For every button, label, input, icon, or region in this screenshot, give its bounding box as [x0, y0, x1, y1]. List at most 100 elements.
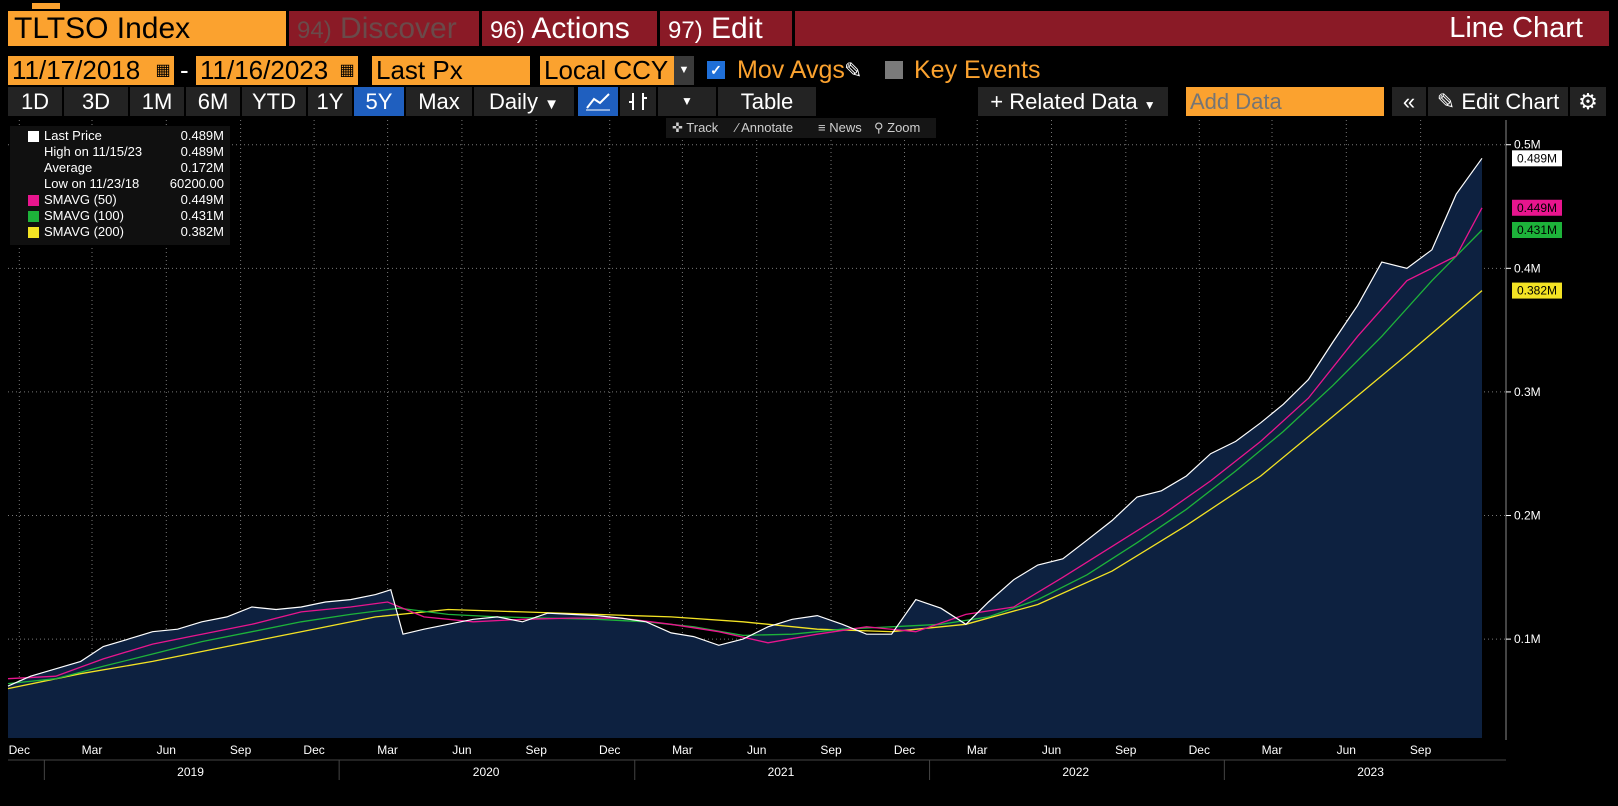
annotate-tool[interactable]: ∕ Annotate — [736, 120, 794, 135]
pencil-icon: ✎ — [1436, 89, 1456, 114]
ticker-input[interactable]: TLTSO Index — [8, 11, 286, 46]
edit-menu[interactable]: 97) Edit ▼ — [660, 11, 792, 74]
legend-swatch — [28, 131, 39, 142]
last-value-tag — [1512, 150, 1562, 167]
actions-menu[interactable]: 96) Actions ▼ — [482, 11, 657, 74]
legend-name: Low on 11/23/18 — [44, 176, 140, 191]
related-data-button[interactable]: + Related Data ▼ — [978, 87, 1168, 116]
related-data-label: + Related Data — [990, 89, 1138, 114]
frequency-label: Daily — [489, 89, 538, 114]
legend-name: SMAVG (100) — [44, 208, 124, 223]
legend-name: SMAVG (50) — [44, 192, 117, 207]
frequency-selector[interactable]: Daily ▼ — [474, 87, 574, 116]
last-value-label: 0.382M — [1517, 284, 1557, 298]
chart-type-title: Line Chart — [795, 11, 1609, 46]
field-selector[interactable]: Last Px — [372, 56, 530, 85]
zoom-tool[interactable]: ⚲ Zoom — [874, 120, 921, 135]
chart-style-dropdown[interactable]: ▼ — [658, 87, 716, 116]
actions-menu-number: 96) — [490, 17, 525, 44]
x-tick-label: Mar — [672, 743, 693, 757]
x-tick-label: Jun — [157, 743, 176, 757]
ticker-strip — [0, 0, 1618, 10]
x-tick-label: Jun — [1337, 743, 1356, 757]
legend-value: 60200.00 — [169, 176, 224, 191]
range-5y[interactable]: 5Y — [354, 87, 404, 116]
gear-icon[interactable]: ⚙ — [1570, 87, 1606, 116]
legend-row: Average 0.172M — [10, 160, 230, 176]
edit-chart-label: Edit Chart — [1461, 89, 1560, 114]
range-1d[interactable]: 1D — [8, 87, 62, 116]
ticker-strip-cropped — [32, 3, 60, 9]
last-value-tag — [1512, 199, 1562, 216]
legend-row: SMAVG (50) 0.449M — [10, 192, 230, 208]
year-label: 2022 — [1062, 765, 1089, 779]
price-area — [8, 158, 1482, 739]
price-line — [7, 157, 1483, 687]
actions-menu-label: Actions — [531, 12, 630, 45]
chevron-down-icon[interactable]: ▼ — [674, 56, 694, 85]
add-data-input[interactable] — [1186, 87, 1384, 116]
calendar-icon[interactable]: ▦ — [336, 56, 358, 85]
discover-menu[interactable]: 94) Discover ▼ — [289, 11, 479, 74]
discover-menu-number: 94) — [297, 17, 332, 44]
last-value-tag — [1512, 282, 1562, 299]
key-events-checkbox[interactable] — [885, 61, 903, 79]
key-events-label: Key Events — [914, 56, 1041, 84]
chart-canvas[interactable]: 0.5M 0.4M 0.3M 0.2M 0.1M Dec Mar Jun Sep Dec Mar Ju… — [0, 118, 1618, 806]
date-range-dash: - — [180, 55, 189, 85]
x-tick-label: Sep — [230, 743, 252, 757]
calendar-icon[interactable]: ▦ — [152, 56, 174, 85]
x-tick-label: Mar — [1262, 743, 1283, 757]
pencil-icon[interactable]: ✎ — [844, 58, 863, 83]
table-button[interactable]: Table — [718, 87, 816, 116]
legend-swatch — [28, 227, 39, 238]
line-chart-icon[interactable] — [578, 87, 618, 116]
track-label: Track — [686, 120, 719, 135]
range-1m[interactable]: 1M — [130, 87, 184, 116]
range-1y[interactable]: 1Y — [308, 87, 352, 116]
zoom-label: Zoom — [887, 120, 921, 135]
legend-swatch — [28, 211, 39, 222]
range-3d[interactable]: 3D — [64, 87, 128, 116]
y-tick-label: 0.3M — [1514, 385, 1541, 399]
legend-row: SMAVG (200) 0.382M — [10, 224, 230, 240]
bar-chart-icon[interactable] — [620, 87, 656, 116]
legend-name: SMAVG (200) — [44, 224, 124, 239]
sma50-line — [7, 207, 1483, 680]
y-tick-label: 0.5M — [1514, 138, 1541, 152]
legend-value: 0.449M — [180, 192, 224, 207]
end-date-field[interactable]: 11/16/2023 — [196, 56, 336, 85]
legend-swatch — [28, 195, 39, 206]
year-label: 2021 — [768, 765, 795, 779]
start-date-field[interactable]: 11/17/2018 — [8, 56, 152, 85]
annotate-label: Annotate — [741, 120, 794, 135]
legend-name: High on 11/15/23 — [44, 144, 143, 159]
x-tick-label: Dec — [303, 743, 324, 757]
legend-row: High on 11/15/23 0.489M — [10, 144, 230, 160]
x-tick-label: Jun — [452, 743, 471, 757]
chevron-down-icon: ▼ — [544, 96, 559, 113]
line-chart-glyph — [586, 93, 610, 111]
range-ytd[interactable]: YTD — [242, 87, 306, 116]
x-tick-label: Mar — [377, 743, 398, 757]
collapse-icon[interactable]: « — [1392, 87, 1426, 116]
range-6m[interactable]: 6M — [186, 87, 240, 116]
y-tick-label: 0.2M — [1514, 509, 1541, 523]
x-tick-label: Sep — [526, 743, 548, 757]
track-tool[interactable]: ✜ Track — [672, 120, 719, 135]
last-value-label: 0.489M — [1517, 151, 1557, 165]
mov-avgs-checkbox[interactable]: ✓ — [707, 61, 725, 79]
mov-avgs-label: Mov Avgs — [737, 56, 845, 84]
legend-value: 0.431M — [180, 208, 224, 223]
year-label: 2020 — [473, 765, 500, 779]
edit-menu-number: 97) — [668, 17, 703, 44]
x-tick-label: Mar — [82, 743, 103, 757]
legend-name: Last Price — [44, 128, 102, 143]
legend-row: SMAVG (100) 0.431M — [10, 208, 230, 224]
y-tick-label: 0.1M — [1514, 632, 1541, 646]
range-max[interactable]: Max — [406, 87, 472, 116]
news-tool[interactable]: ≡ News — [818, 120, 862, 135]
currency-selector[interactable]: Local CCY — [540, 56, 674, 85]
edit-chart-button[interactable]: ✎ Edit Chart — [1428, 87, 1568, 116]
x-tick-label: Dec — [894, 743, 915, 757]
